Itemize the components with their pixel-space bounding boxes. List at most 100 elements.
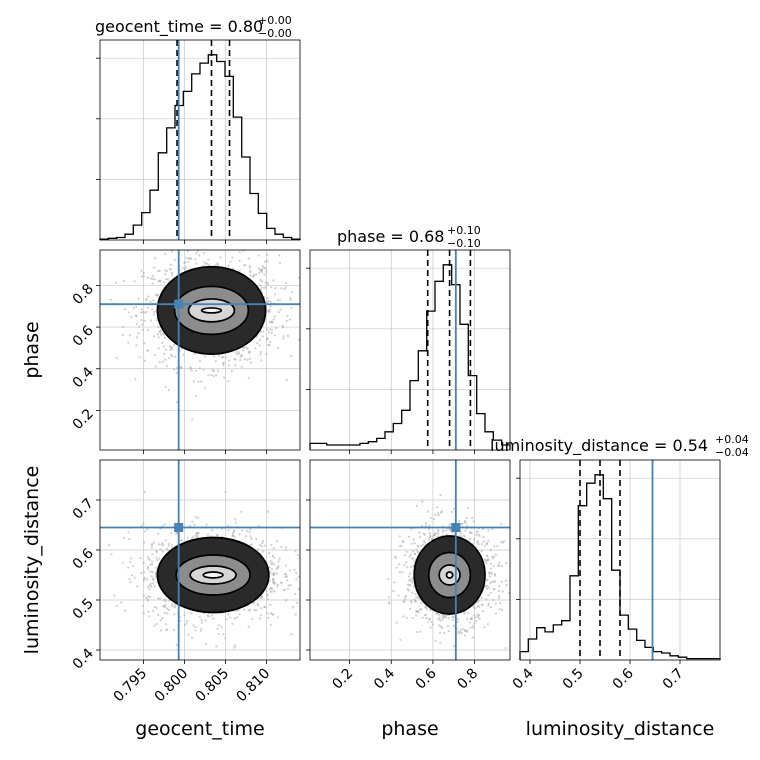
sample-point bbox=[472, 624, 475, 627]
sample-point bbox=[232, 246, 234, 248]
sample-point bbox=[173, 604, 176, 607]
sample-point bbox=[205, 262, 208, 265]
sample-point bbox=[240, 365, 243, 368]
sample-point bbox=[214, 360, 217, 363]
sample-point bbox=[202, 252, 205, 255]
hist-frame bbox=[519, 459, 721, 661]
density-panel-luminosity-distance-vs-geocent-time: 0.795 0.800 0.805 0.810 0.4 0.5 0.6 0.7 bbox=[70, 460, 300, 706]
sample-point bbox=[425, 608, 428, 611]
tick-label-x: 0.805 bbox=[193, 666, 233, 706]
sample-point bbox=[408, 572, 411, 575]
sample-point bbox=[157, 280, 160, 283]
sample-point bbox=[171, 273, 174, 276]
sample-point bbox=[262, 267, 265, 270]
sample-point bbox=[155, 556, 158, 559]
sample-point bbox=[437, 512, 440, 515]
tick-label-y: 0.5 bbox=[70, 596, 97, 623]
sample-point bbox=[285, 282, 288, 285]
sample-point bbox=[196, 534, 199, 537]
sample-point bbox=[434, 639, 437, 642]
sample-point bbox=[475, 533, 478, 536]
sample-point bbox=[220, 626, 223, 629]
sample-point bbox=[148, 588, 151, 591]
sample-point bbox=[424, 606, 427, 609]
sample-point bbox=[147, 306, 150, 309]
sample-point bbox=[428, 524, 431, 527]
sample-point bbox=[135, 305, 138, 308]
sample-point bbox=[497, 595, 501, 598]
sample-point bbox=[295, 572, 298, 575]
sample-point bbox=[413, 552, 417, 556]
sample-point bbox=[402, 601, 405, 604]
sample-point bbox=[497, 589, 500, 593]
sample-point bbox=[459, 532, 463, 535]
tick-label-x: 0.2 bbox=[329, 666, 356, 693]
sample-point bbox=[410, 542, 413, 545]
sample-point bbox=[398, 535, 401, 538]
sample-point bbox=[136, 336, 139, 339]
sample-point bbox=[261, 265, 264, 268]
sample-point bbox=[185, 619, 189, 623]
sample-point bbox=[153, 585, 156, 588]
sample-point bbox=[508, 592, 510, 595]
sample-point bbox=[294, 613, 297, 616]
sample-point bbox=[153, 354, 156, 357]
sample-point bbox=[122, 279, 125, 283]
sample-point bbox=[204, 619, 207, 622]
sample-point bbox=[489, 582, 492, 585]
sample-point bbox=[468, 530, 472, 534]
sample-point bbox=[234, 358, 237, 361]
sample-point bbox=[195, 369, 198, 372]
sample-point bbox=[153, 335, 156, 338]
sample-point bbox=[280, 545, 283, 549]
sample-point bbox=[149, 595, 152, 598]
sample-point bbox=[169, 263, 172, 266]
sample-point bbox=[257, 271, 260, 275]
sample-point bbox=[141, 275, 144, 278]
sample-point bbox=[276, 585, 279, 588]
sample-point bbox=[486, 587, 489, 591]
sample-point bbox=[442, 529, 445, 532]
sample-point bbox=[410, 601, 413, 604]
sample-point bbox=[264, 286, 267, 289]
sample-point bbox=[430, 620, 433, 624]
sample-point bbox=[405, 550, 408, 553]
sample-point bbox=[411, 591, 414, 594]
sample-point bbox=[155, 549, 158, 553]
sample-point bbox=[145, 311, 148, 314]
sample-point bbox=[161, 341, 164, 344]
sample-point bbox=[141, 323, 144, 326]
sample-point bbox=[258, 544, 261, 547]
sample-point bbox=[411, 557, 414, 560]
sample-point bbox=[471, 516, 474, 520]
sample-point bbox=[486, 623, 489, 626]
sample-point bbox=[165, 269, 168, 273]
sample-point bbox=[197, 380, 200, 383]
density-content bbox=[100, 246, 300, 450]
sample-point bbox=[154, 257, 157, 260]
sample-point bbox=[464, 629, 467, 633]
sample-point bbox=[278, 254, 281, 257]
sample-point bbox=[143, 541, 146, 544]
sample-point bbox=[286, 314, 289, 317]
sample-point bbox=[216, 534, 219, 537]
sample-point bbox=[255, 537, 258, 541]
sample-point bbox=[407, 535, 411, 539]
sample-point bbox=[142, 275, 145, 278]
sample-point bbox=[493, 574, 497, 577]
sample-point bbox=[428, 538, 431, 541]
sample-point bbox=[420, 607, 423, 611]
sample-point bbox=[480, 543, 483, 546]
sample-point bbox=[487, 593, 490, 597]
sample-point bbox=[233, 529, 236, 532]
sample-point bbox=[238, 259, 241, 262]
sample-point bbox=[234, 518, 237, 521]
sample-point bbox=[285, 378, 288, 381]
density-content bbox=[310, 460, 510, 660]
sample-point bbox=[131, 574, 134, 577]
sample-point bbox=[295, 578, 298, 581]
sample-point bbox=[222, 364, 225, 367]
sample-point bbox=[436, 612, 440, 615]
xlabel-luminosity-distance: luminosity_distance bbox=[526, 718, 715, 740]
sample-point bbox=[253, 608, 256, 612]
